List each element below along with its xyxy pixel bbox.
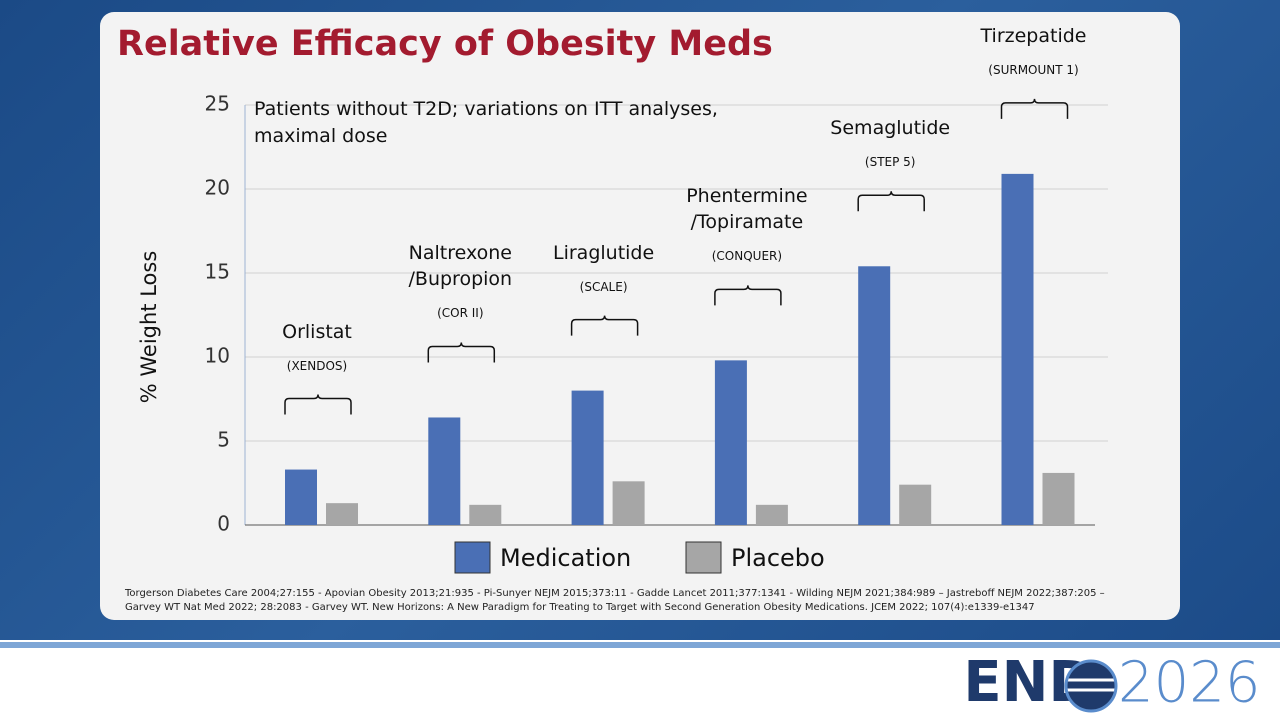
title: Relative Efficacy of Obesity Meds <box>117 24 773 64</box>
bar <box>899 484 932 525</box>
y-tick-label: 5 <box>217 428 230 452</box>
y-tick-label: 25 <box>205 92 230 116</box>
category-label: Phentermine /Topiramate <box>686 185 808 234</box>
bar <box>285 469 317 525</box>
legend-swatch <box>685 541 722 574</box>
category-label: Naltrexone /Bupropion <box>408 242 513 291</box>
category-label: Orlistat <box>282 320 352 343</box>
category-label: Liraglutide <box>553 241 655 264</box>
bar <box>714 360 747 525</box>
legend-label: Placebo <box>731 544 825 572</box>
bar <box>428 417 461 525</box>
bar <box>1042 472 1075 525</box>
bracket <box>570 315 639 336</box>
bar <box>1001 173 1034 525</box>
trial-label: (XENDOS) <box>286 358 348 373</box>
logo-right: 2026 <box>1118 650 1261 715</box>
y-tick-label: 15 <box>205 260 230 284</box>
bar <box>326 503 358 525</box>
annotation: Patients without T2D; variations on ITT … <box>254 98 718 147</box>
trial-label: (STEP 5) <box>864 155 916 170</box>
stripe <box>0 642 1280 648</box>
y-axis-label: % Weight Loss <box>137 251 161 404</box>
logo-globe <box>1064 659 1118 713</box>
bar <box>612 481 645 525</box>
y-tick-label: 20 <box>205 176 230 200</box>
bar <box>858 266 891 525</box>
legend-swatch <box>454 541 491 574</box>
bracket <box>1000 98 1069 119</box>
bar <box>755 504 788 525</box>
bracket <box>284 394 352 415</box>
bar <box>571 390 604 525</box>
bar <box>469 504 502 525</box>
trial-label: (SURMOUNT 1) <box>988 62 1079 77</box>
trial-label: (COR II) <box>437 306 484 321</box>
footnote: Torgerson Diabetes Care 2004;27:155 - Ap… <box>125 588 1105 613</box>
bracket <box>857 191 925 212</box>
bracket <box>714 285 782 306</box>
category-label: Tirzepatide <box>980 24 1087 47</box>
y-tick-label: 10 <box>205 344 230 368</box>
bracket <box>427 342 496 363</box>
y-tick-label: 0 <box>217 512 230 536</box>
trial-label: (SCALE) <box>579 279 628 294</box>
category-label: Semaglutide <box>830 117 951 140</box>
legend-label: Medication <box>500 544 631 572</box>
trial-label: (CONQUER) <box>711 249 783 264</box>
